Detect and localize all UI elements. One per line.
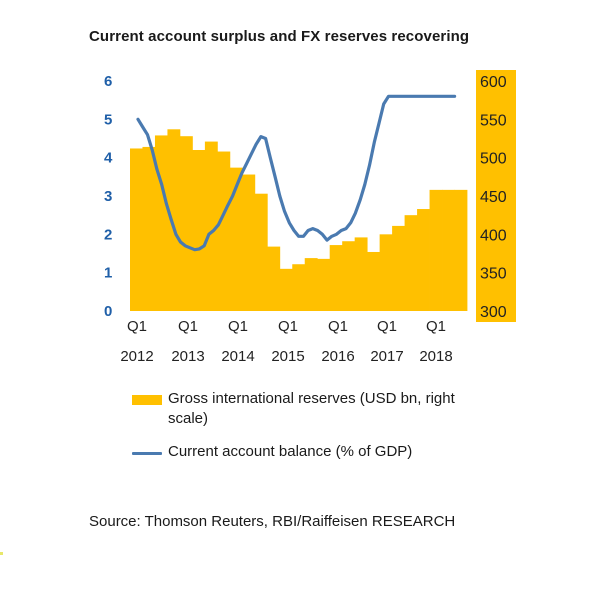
chart-plot: 0 1 2 3 4 5 6 300 350 400 450 500 550 600 Q1 2012 Q1 20… [104,70,516,365]
x-axis-tick-quarter: Q1 [178,318,198,335]
legend-label-reserves: Gross international reserves (USD bn, ri… [168,390,455,427]
x-axis-tick-year: 2012 [120,348,153,365]
reserves-bar [292,264,306,311]
current-account-line [136,94,457,252]
reserves-bar [229,167,243,311]
legend-swatch-line [132,452,162,455]
right-axis-tick: 500 [480,151,507,168]
stray-mark [0,552,3,555]
x-axis-tick-year: 2017 [370,348,403,365]
x-axis-tick-year: 2013 [171,348,204,365]
reserves-bar [142,146,156,311]
reserves-bar [154,135,168,311]
reserves-bar [130,148,143,311]
reserves-bar [429,189,443,311]
right-axis-band [476,70,516,322]
reserves-bar [417,209,430,311]
x-axis-tick-year: 2015 [271,348,304,365]
right-axis-tick: 300 [480,304,507,321]
x-axis-tick-quarter: Q1 [278,318,298,335]
reserves-bar [442,189,455,311]
left-axis-tick: 5 [104,111,112,128]
x-axis-tick-quarter: Q1 [328,318,348,335]
reserves-bar [404,215,418,311]
left-axis-tick: 0 [104,303,112,320]
right-axis-tick: 350 [480,266,507,283]
legend-label-current-account: Current account balance (% of GDP) [168,443,413,460]
reserves-bar [342,241,356,311]
left-axis-tick: 4 [104,150,113,167]
x-axis-tick-year: 2014 [221,348,254,365]
reserves-bar [179,136,193,311]
reserves-bar [204,141,218,311]
x-axis-tick-quarter: Q1 [228,318,248,335]
right-axis-tick: 450 [480,189,507,206]
reserves-bar [192,150,206,311]
reserves-bar [267,246,281,311]
reserves-bar [304,258,318,311]
reserves-bar [317,258,331,311]
reserves-bar [167,129,181,311]
right-axis-tick: 600 [480,74,507,91]
reserves-bar [254,193,268,311]
reserves-bar [392,225,405,311]
left-axis-tick: 1 [104,265,112,282]
left-axis-tick: 6 [104,73,112,90]
reserves-bar [217,151,231,311]
x-axis-tick-year: 2016 [321,348,354,365]
reserves-bar [454,189,468,311]
reserves-bar [367,251,381,311]
left-axis-tick: 2 [104,226,112,243]
x-axis-tick-quarter: Q1 [127,318,147,335]
reserves-bar [379,234,393,311]
reserves-bar [242,174,256,311]
reserves-bar [354,237,368,311]
reserves-bar [279,268,293,311]
chart-title: Current account surplus and FX reserves … [89,28,470,45]
left-axis-tick: 3 [104,188,112,205]
x-axis-tick-year: 2018 [419,348,452,365]
source-note: Source: Thomson Reuters, RBI/Raiffeisen … [89,513,456,530]
reserves-bar [329,245,343,311]
x-axis-tick-quarter: Q1 [377,318,397,335]
legend-swatch-bar [132,395,162,405]
right-axis-tick: 400 [480,227,507,244]
x-axis-tick-quarter: Q1 [426,318,446,335]
right-axis-tick: 550 [480,112,507,129]
